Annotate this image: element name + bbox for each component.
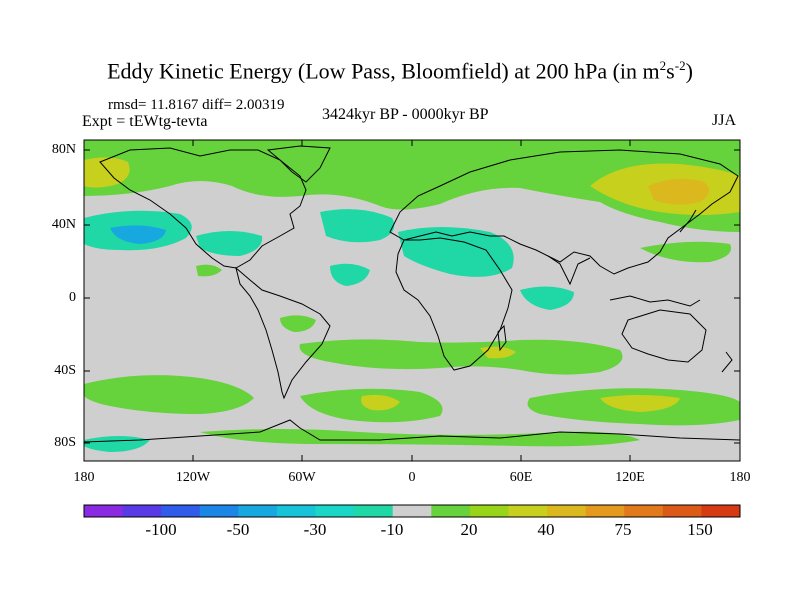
x-label-120e: 120E [615,470,645,485]
colorbar-swatch [199,505,239,517]
north-band [84,140,740,232]
south-yellow-2 [600,395,680,412]
colorbar-swatch [238,505,278,517]
coast-madagascar [497,324,507,352]
midatlantic-cyan [330,263,370,286]
colorbar-swatch [354,505,394,517]
colorbar-label: -10 [380,520,404,539]
x-label-180e: 180 [729,470,751,485]
axis-ticks [84,140,740,461]
south-band-1 [299,339,623,375]
colorbar-label: -30 [303,520,327,539]
x-label-60w: 60W [288,470,316,485]
colorbar-swatch [547,505,587,517]
colorbar-swatch [276,505,317,517]
y-label-0: 0 [69,290,76,305]
south-band-2 [84,375,254,414]
tropical-green-1 [196,264,222,277]
south-yellow-3 [480,346,516,359]
coastlines [84,145,740,443]
colorbar-swatch [701,505,741,517]
colorbar-swatch [469,505,509,517]
pacific-yellow [84,157,130,188]
coast-north-america [99,147,307,269]
chart-title: Eddy Kinetic Energy (Low Pass, Bloomfiel… [107,58,693,84]
americas-cyan [196,231,263,256]
colorbar-label: 40 [537,520,555,539]
coast-australia [621,309,707,363]
colorbar-swatch [585,505,625,517]
colorbar-swatch [392,505,432,517]
pacific-blue [110,225,166,244]
colorbar-swatch [315,505,355,517]
period-label: 3424kyr BP - 0000kyr BP [322,106,489,123]
colorbar-label: -100 [145,520,177,539]
colorbar-swatch [122,505,162,517]
atlantic-cyan [320,209,395,243]
y-label-40s: 40S [54,363,76,378]
coast-greenland [266,145,331,183]
coast-japan [679,209,697,233]
map-field [84,140,740,461]
coast-africa [395,237,513,371]
coast-antarctica [84,419,740,443]
x-label-180w: 180 [73,470,95,485]
experiment-label: Expt = tEWtg-tevta [82,113,208,130]
colorbar-label: 20 [460,520,478,539]
colorbar-label: 75 [614,520,632,539]
colorbar-swatch [161,505,201,517]
coast-south-america [235,266,331,400]
colorbar-label: -50 [226,520,250,539]
y-label-80s: 80S [54,435,76,450]
coast-indonesia [609,295,701,307]
colorbar [83,504,741,518]
asia-orange [648,178,710,205]
colorbar-label: 150 [687,520,713,539]
y-label-80n: 80N [51,142,76,157]
coast-new-zealand [721,351,733,373]
tropical-green-3 [280,315,316,332]
colorbar-swatch [508,505,548,517]
colorbar-swatch [662,505,702,517]
colorbar-frame [83,504,741,518]
x-label-60e: 60E [509,470,533,485]
season-label: JJA [712,112,737,129]
colorbar-swatch [431,505,471,517]
indian-cyan [520,286,574,310]
colorbar-swatch [624,505,664,517]
x-label-0: 0 [408,470,416,485]
colorbar-swatch [84,505,124,517]
stats-label: rmsd= 11.8167 diff= 2.00319 [108,97,285,113]
coast-eurasia [389,149,739,275]
coast-india [547,255,591,286]
y-label-40n: 40N [51,217,76,232]
south-yellow-1 [361,394,400,411]
x-label-120w: 120W [175,470,211,485]
